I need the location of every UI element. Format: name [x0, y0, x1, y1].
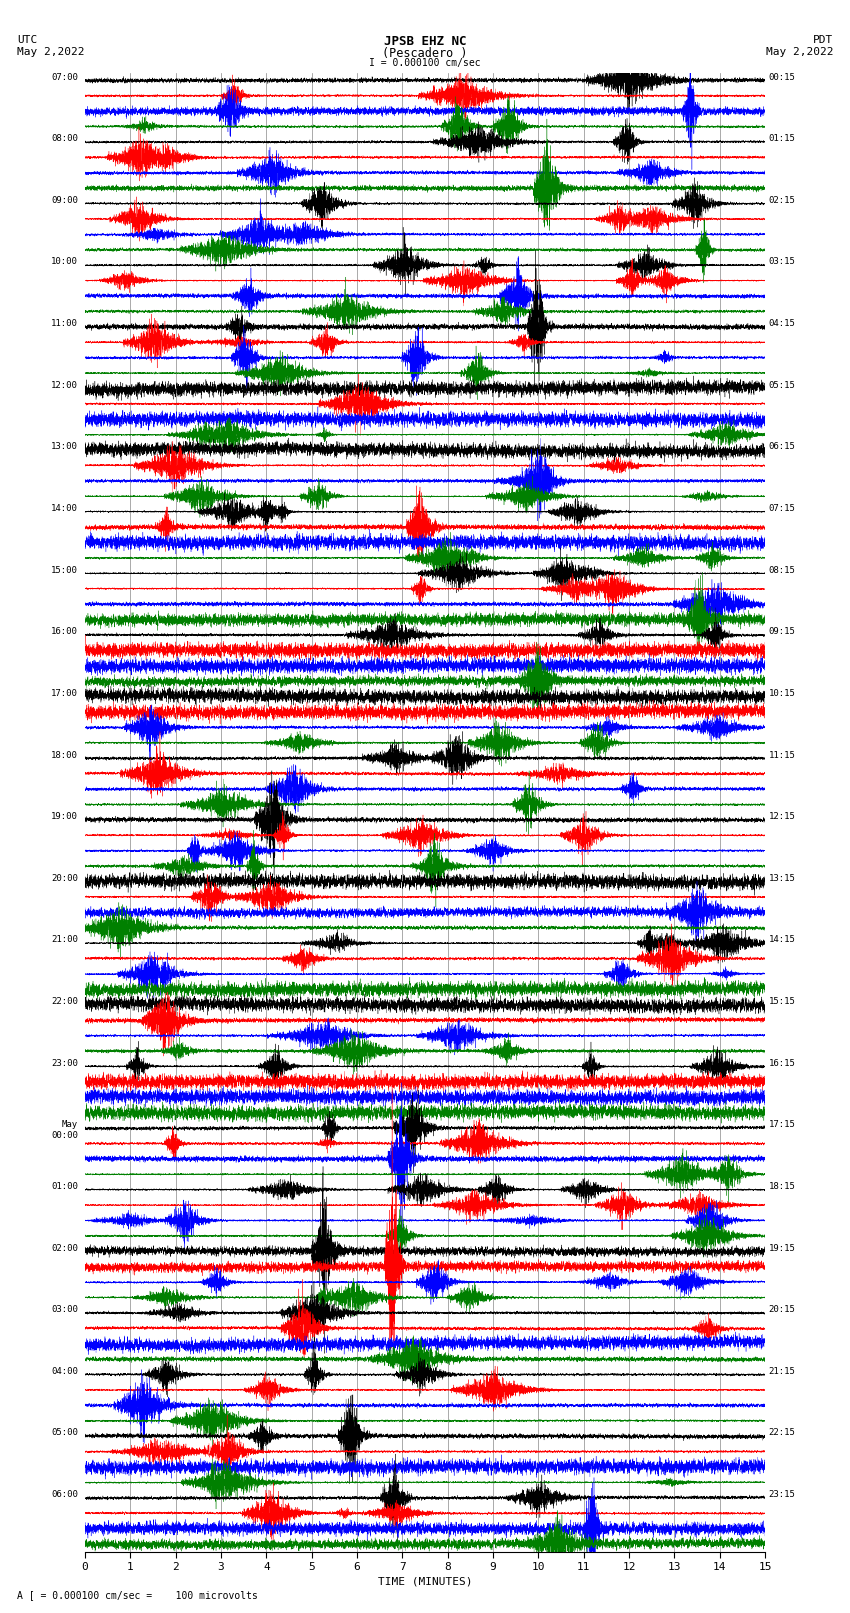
Text: 10:15: 10:15	[768, 689, 796, 698]
Text: 15:00: 15:00	[51, 566, 78, 574]
Text: May 2,2022: May 2,2022	[766, 47, 833, 56]
Text: 06:15: 06:15	[768, 442, 796, 452]
Text: I = 0.000100 cm/sec: I = 0.000100 cm/sec	[369, 58, 481, 68]
Text: A [ = 0.000100 cm/sec =    100 microvolts: A [ = 0.000100 cm/sec = 100 microvolts	[17, 1590, 258, 1600]
Text: 17:15: 17:15	[768, 1121, 796, 1129]
Text: 07:15: 07:15	[768, 503, 796, 513]
Text: 02:15: 02:15	[768, 195, 796, 205]
Text: UTC: UTC	[17, 35, 37, 45]
Text: 13:00: 13:00	[51, 442, 78, 452]
Text: 04:15: 04:15	[768, 319, 796, 327]
X-axis label: TIME (MINUTES): TIME (MINUTES)	[377, 1576, 473, 1586]
Text: 01:00: 01:00	[51, 1182, 78, 1190]
Text: 23:00: 23:00	[51, 1058, 78, 1068]
Text: 05:15: 05:15	[768, 381, 796, 390]
Text: 20:15: 20:15	[768, 1305, 796, 1315]
Text: 11:15: 11:15	[768, 750, 796, 760]
Text: (Pescadero ): (Pescadero )	[382, 47, 468, 60]
Text: 06:00: 06:00	[51, 1490, 78, 1498]
Text: 18:15: 18:15	[768, 1182, 796, 1190]
Text: 13:15: 13:15	[768, 874, 796, 882]
Text: 12:00: 12:00	[51, 381, 78, 390]
Text: 11:00: 11:00	[51, 319, 78, 327]
Text: 02:00: 02:00	[51, 1244, 78, 1253]
Text: 22:00: 22:00	[51, 997, 78, 1007]
Text: May 2,2022: May 2,2022	[17, 47, 84, 56]
Text: 17:00: 17:00	[51, 689, 78, 698]
Text: 14:00: 14:00	[51, 503, 78, 513]
Text: 16:15: 16:15	[768, 1058, 796, 1068]
Text: 21:15: 21:15	[768, 1366, 796, 1376]
Text: 21:00: 21:00	[51, 936, 78, 944]
Text: 00:15: 00:15	[768, 73, 796, 82]
Text: 08:15: 08:15	[768, 566, 796, 574]
Text: 23:15: 23:15	[768, 1490, 796, 1498]
Text: 04:00: 04:00	[51, 1366, 78, 1376]
Text: 09:00: 09:00	[51, 195, 78, 205]
Text: 20:00: 20:00	[51, 874, 78, 882]
Text: 07:00: 07:00	[51, 73, 78, 82]
Text: May
00:00: May 00:00	[51, 1121, 78, 1140]
Text: 05:00: 05:00	[51, 1429, 78, 1437]
Text: 03:15: 03:15	[768, 258, 796, 266]
Text: 08:00: 08:00	[51, 134, 78, 144]
Text: 19:00: 19:00	[51, 813, 78, 821]
Text: 14:15: 14:15	[768, 936, 796, 944]
Text: 16:00: 16:00	[51, 627, 78, 636]
Text: 15:15: 15:15	[768, 997, 796, 1007]
Text: 19:15: 19:15	[768, 1244, 796, 1253]
Text: 22:15: 22:15	[768, 1429, 796, 1437]
Text: 12:15: 12:15	[768, 813, 796, 821]
Text: PDT: PDT	[813, 35, 833, 45]
Text: 10:00: 10:00	[51, 258, 78, 266]
Text: 03:00: 03:00	[51, 1305, 78, 1315]
Text: JPSB EHZ NC: JPSB EHZ NC	[383, 35, 467, 48]
Text: 18:00: 18:00	[51, 750, 78, 760]
Text: 01:15: 01:15	[768, 134, 796, 144]
Text: 09:15: 09:15	[768, 627, 796, 636]
